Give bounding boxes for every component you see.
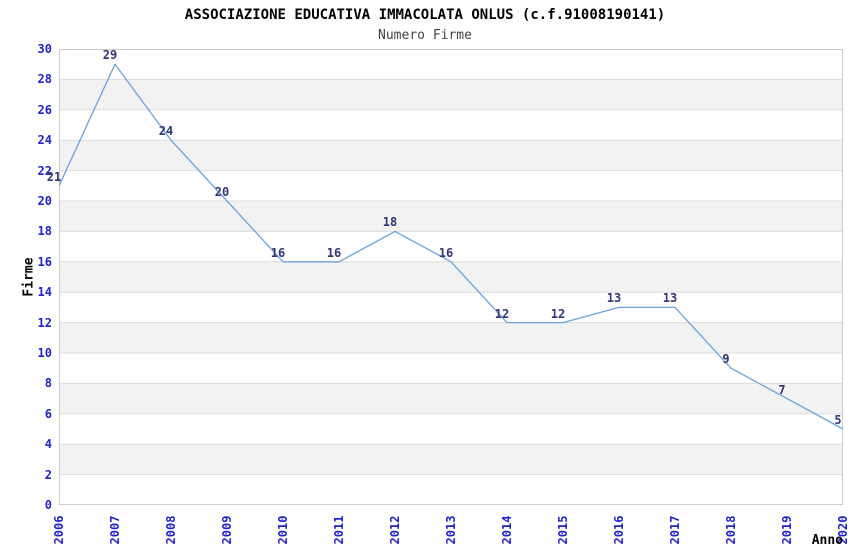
x-tick-label: 2010 [276, 515, 290, 545]
y-tick-label: 28 [37, 72, 52, 87]
y-tick-label: 2 [44, 467, 52, 482]
y-tick-label: 18 [37, 224, 52, 239]
chart-subtitle: Numero Firme [378, 28, 472, 43]
data-point-label: 9 [722, 352, 730, 367]
y-tick-label: 12 [37, 315, 52, 330]
plot-area [59, 49, 843, 505]
data-point-label: 12 [494, 306, 510, 321]
y-tick-label: 22 [37, 163, 52, 178]
plot-band [59, 79, 843, 110]
data-point-label: 18 [382, 215, 398, 230]
data-point-label: 20 [214, 185, 230, 199]
plot-band [59, 322, 843, 353]
plot-band [59, 140, 843, 171]
y-tick-label: 20 [37, 194, 52, 208]
plot-band [59, 261, 843, 293]
data-point-label: 7 [778, 382, 786, 397]
x-tick-label: 2016 [612, 515, 626, 545]
data-point-label: 29 [102, 48, 118, 63]
x-tick-label: 2007 [108, 515, 122, 545]
y-tick-label: 30 [37, 42, 52, 56]
y-tick-label: 26 [37, 102, 52, 117]
data-point-label: 13 [606, 291, 622, 306]
y-tick-label: 14 [37, 285, 52, 300]
data-point-label: 24 [158, 124, 174, 139]
data-point-label: 16 [326, 245, 342, 260]
data-line [59, 63, 843, 430]
data-point-label: 16 [438, 245, 454, 260]
y-tick-label: 6 [44, 406, 52, 421]
x-tick-label: 2008 [164, 515, 178, 545]
chart-title: ASSOCIAZIONE EDUCATIVA IMMACOLATA ONLUS … [184, 7, 666, 23]
data-point-label: 12 [550, 306, 566, 321]
plot-band [59, 383, 843, 414]
x-tick-label: 2015 [556, 515, 570, 545]
y-tick-label: 0 [44, 498, 52, 512]
x-tick-label: 2006 [52, 515, 66, 545]
data-point-label: 21 [46, 169, 62, 184]
x-tick-label: 2011 [332, 515, 346, 545]
x-tick-label: 2013 [444, 515, 458, 545]
data-point-label: 13 [662, 291, 678, 306]
y-tick-label: 8 [44, 376, 52, 391]
data-point-label: 5 [834, 413, 842, 427]
data-point-label: 16 [270, 245, 286, 260]
x-tick-label: 2017 [668, 515, 682, 545]
x-tick-label: 2019 [780, 515, 794, 545]
plot-band [59, 444, 843, 475]
plot-border [59, 49, 843, 505]
y-tick-label: 24 [37, 133, 52, 148]
x-tick-label: 2009 [220, 515, 234, 545]
x-axis-title: Anno [811, 533, 843, 548]
plot-band [59, 201, 843, 232]
x-tick-label: 2012 [388, 515, 402, 545]
y-tick-label: 10 [37, 346, 52, 360]
y-tick-label: 16 [37, 254, 52, 269]
y-tick-label: 4 [44, 437, 52, 452]
x-tick-label: 2018 [724, 515, 738, 545]
x-tick-label: 2014 [500, 515, 514, 545]
